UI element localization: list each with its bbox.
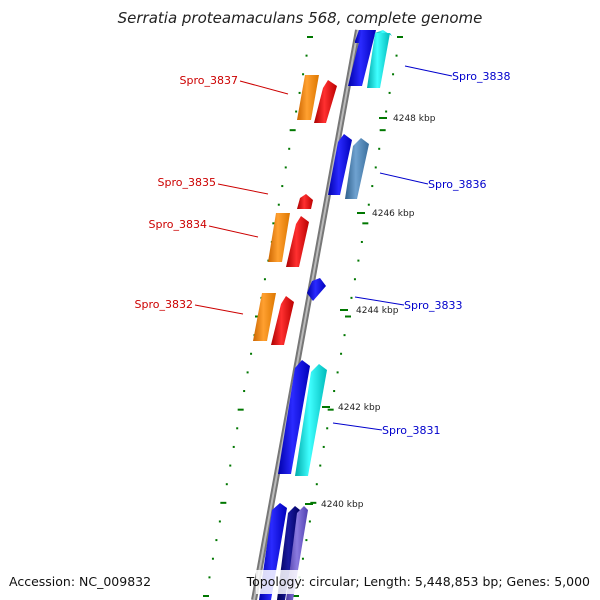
accession-text: Accession: NC_009832	[9, 574, 151, 589]
reverse-gene-3837-red[interactable]	[314, 80, 337, 123]
forward-gene-3831-cyan[interactable]	[295, 364, 327, 476]
kbp-label-4242: 4242 kbp	[338, 403, 381, 413]
kbp-label-4246: 4246 kbp	[372, 209, 415, 219]
kbp-label-4244: 4244 kbp	[356, 306, 399, 316]
forward-gene-3831-blue[interactable]	[278, 360, 310, 474]
reverse-gene-3834-orange[interactable]	[268, 213, 290, 262]
gene-label-spro-3836[interactable]: Spro_3836	[428, 178, 486, 191]
topology-backdrop	[256, 570, 600, 594]
genome-backbone	[251, 29, 361, 600]
forward-gene-3836-steel[interactable]	[345, 138, 369, 199]
reverse-gene-3832-orange[interactable]	[253, 293, 276, 341]
reverse-gene-3834-red[interactable]	[286, 216, 309, 267]
gene-label-spro-3833[interactable]: Spro_3833	[404, 299, 462, 312]
gene-label-spro-3835[interactable]: Spro_3835	[158, 176, 216, 189]
reverse-gene-3832-red[interactable]	[271, 296, 294, 345]
kbp-label-4240: 4240 kbp	[321, 500, 364, 510]
reverse-gene-3837-orange[interactable]	[297, 75, 319, 120]
gene-label-spro-3831[interactable]: Spro_3831	[382, 424, 440, 437]
gene-label-spro-3838[interactable]: Spro_3838	[452, 70, 510, 83]
forward-gene-top-cyan[interactable]	[367, 30, 392, 88]
topology-text: Topology: circular; Length: 5,448,853 bp…	[246, 574, 590, 589]
forward-gene-3836-blue[interactable]	[328, 134, 352, 195]
forward-gene-top-blue[interactable]	[348, 30, 376, 86]
kbp-label-4248: 4248 kbp	[393, 114, 436, 124]
forward-gene-3833-blue[interactable]	[307, 278, 326, 301]
gene-label-spro-3837[interactable]: Spro_3837	[180, 74, 238, 87]
label-leaders	[194, 65, 453, 431]
reverse-gene-3835-red[interactable]	[297, 194, 313, 209]
gene-label-spro-3832[interactable]: Spro_3832	[135, 298, 193, 311]
kbp-ticks	[305, 117, 387, 505]
gene-label-spro-3834[interactable]: Spro_3834	[149, 218, 207, 231]
map-title: Serratia proteamaculans 568, complete ge…	[118, 9, 483, 27]
right-tick-track	[293, 36, 403, 597]
